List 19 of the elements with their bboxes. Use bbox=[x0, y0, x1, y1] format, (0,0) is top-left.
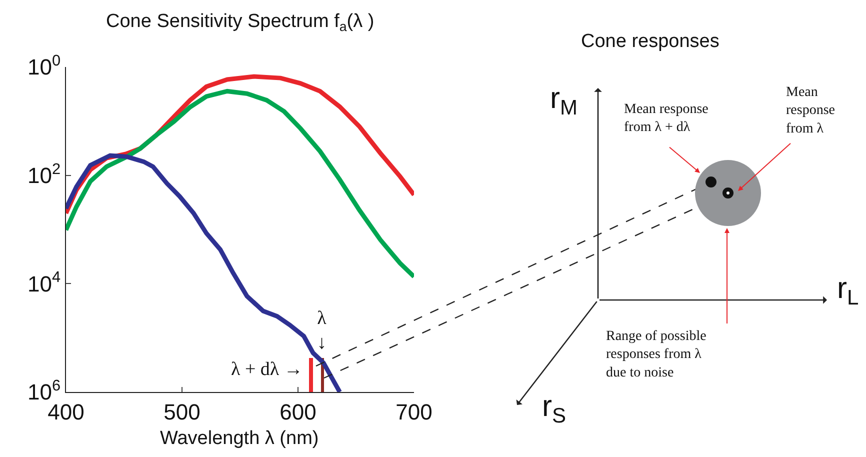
text: r$_{S}$ bbox=[542, 390, 566, 428]
text: r$_{L}$ bbox=[837, 272, 859, 310]
x-tick-label: 700 bbox=[396, 400, 432, 424]
annotation: λ + dλ → bbox=[231, 359, 303, 380]
annotation: λ ↓ bbox=[317, 308, 328, 354]
y-tick-label: 10$^{0}$ bbox=[27, 52, 60, 80]
x-axis-title: Wavelength λ (nm) bbox=[160, 428, 319, 449]
x-tick-label: 600 bbox=[280, 400, 316, 424]
text: Cone responses bbox=[581, 31, 720, 52]
y-tick-label: 10$^{2}$ bbox=[27, 160, 60, 188]
text: Mean response from λ + dλ bbox=[624, 102, 708, 136]
line-series bbox=[66, 153, 342, 392]
text: Mean response from λ bbox=[786, 85, 835, 136]
line-series bbox=[66, 88, 414, 279]
text: r$_{M}$ bbox=[550, 82, 578, 120]
text: Range of possible responses from λ due to noise bbox=[606, 329, 706, 380]
y-tick-label: 10$^{4}$ bbox=[27, 269, 61, 296]
chart-title: Cone Sensitivity Spectrum f$_{a}$(λ ) bbox=[106, 11, 374, 34]
x-tick-label: 500 bbox=[164, 400, 200, 424]
